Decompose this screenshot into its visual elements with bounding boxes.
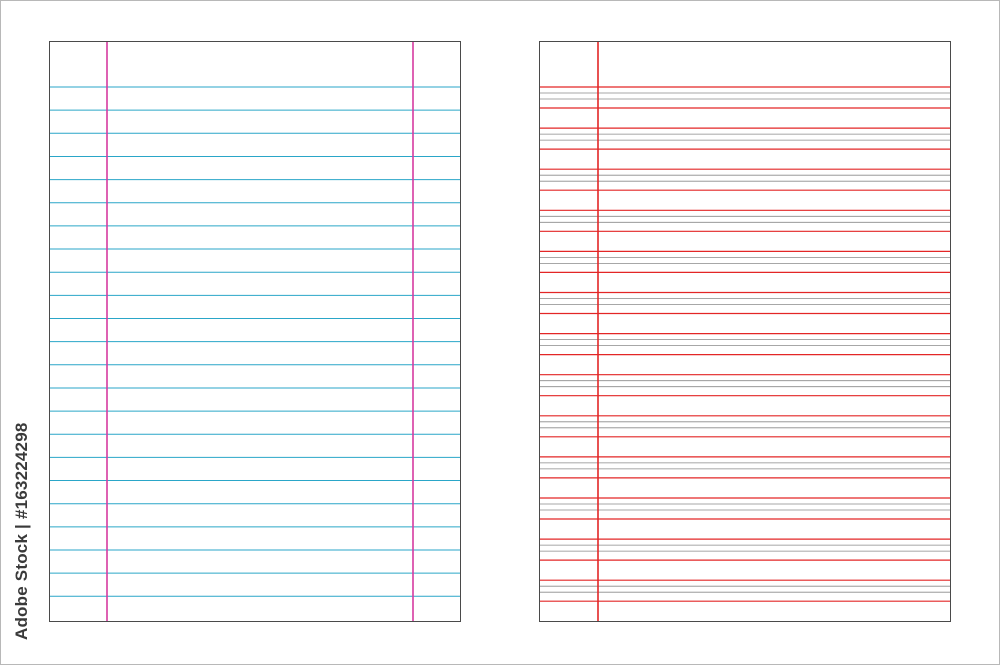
stock-brand: Adobe Stock — [12, 533, 31, 640]
stock-separator: | — [12, 523, 31, 529]
handwriting-ruled-paper-sheet — [539, 41, 951, 622]
stock-image-number: #163224298 — [12, 422, 31, 520]
stock-watermark-caption: Adobe Stock | #163224298 — [12, 423, 32, 641]
wide-ruled-paper-sheet — [49, 41, 461, 622]
wide-ruled-lines — [50, 42, 460, 621]
handwriting-ruled-lines — [540, 42, 950, 621]
